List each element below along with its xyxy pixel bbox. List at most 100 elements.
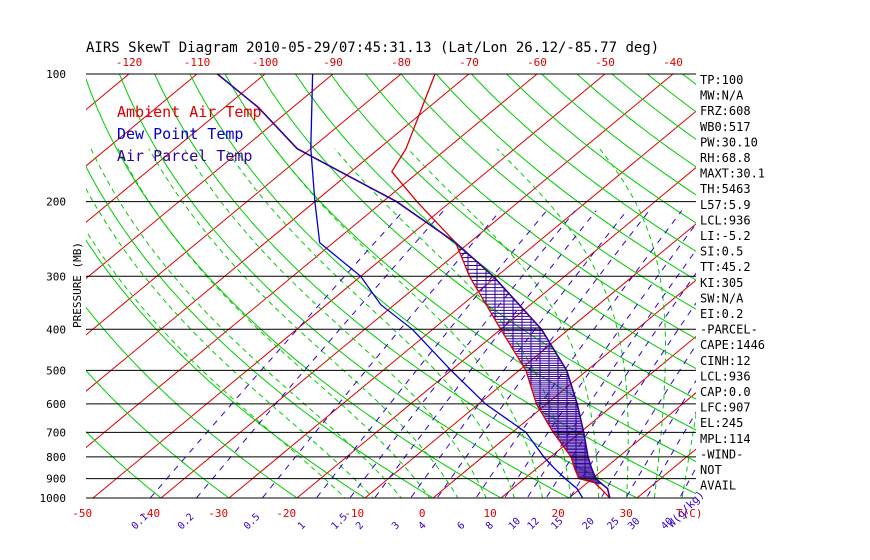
dry-adiabat-line [365,74,696,340]
dry-adiabat-line [86,369,230,498]
top-temp-tick-label: -50 [595,56,615,69]
mixing-ratio-line [261,210,501,498]
pressure-tick-label: 600 [46,398,66,411]
mixing-ratio-line [600,344,696,498]
index-value: WB0:517 [700,120,751,134]
dry-adiabat-line [761,55,870,507]
top-temp-tick-label: -40 [663,56,683,69]
mixing-ratio-line [315,210,548,498]
isotherm-line [160,74,674,498]
dry-adiabat-line [86,431,162,498]
mixing-ratio-tick-label: 3 [390,520,402,532]
dry-adiabat-line [259,74,696,431]
series-line-dew-point-temp [310,74,584,498]
dry-adiabat-line [435,74,696,281]
dry-adiabat-line [118,74,571,498]
mixing-ratio-line [349,210,576,498]
index-value: -WIND- [700,447,743,461]
dry-adiabat-line [795,55,870,507]
y-axis-label: PRESSURE (MB) [71,242,84,328]
bottom-temp-tick-label: 20 [552,507,565,520]
index-value: -PARCEL- [700,323,758,337]
dry-adiabat-line [400,74,696,310]
isotherm-line [296,166,696,498]
mixing-ratio-line [526,249,696,498]
isotherm-line [432,279,696,498]
dry-adiabat-line [189,74,696,495]
top-temp-tick-label: -80 [391,56,411,69]
bottom-temp-tick-label: -10 [344,507,364,520]
index-value: EL:245 [700,416,743,430]
bottom-temp-tick-label: -30 [208,507,228,520]
index-value: MW:N/A [700,89,744,103]
isotherm-line [86,74,198,167]
dry-adiabat-line [86,165,434,498]
legend-entry: Air Parcel Temp [117,147,252,165]
top-temp-tick-label: -60 [527,56,547,69]
profile-series [216,74,611,498]
isotherm-line [568,392,696,498]
index-value: LI:-5.2 [700,229,751,243]
index-value: RH:68.8 [700,151,751,165]
bottom-temp-tick-label: -40 [140,507,160,520]
index-value: SI:0.5 [700,245,743,259]
index-value: NOT [700,463,722,477]
mixing-ratio-tick-label: 0.5 [242,512,263,533]
legend: Ambient Air Temp Dew Point Temp Air Parcel… [117,103,262,165]
mixing-ratio-tick-label: 1 [296,520,308,532]
dry-adiabat-line [329,74,696,370]
isotherm-line [92,74,606,498]
legend-entry: Ambient Air Temp [117,103,262,121]
index-value: CAP:0.0 [700,385,751,399]
series-line-ambient-air-temp [391,74,611,498]
series-line-air-parcel-temp [216,74,611,498]
index-value: CAPE:1446 [700,338,765,352]
moist-adiabat-line [90,148,402,498]
mixing-ratio-line [373,210,597,498]
pressure-tick-label: 500 [46,364,66,377]
moist-adiabat-line [225,148,516,498]
index-value: MAXT:30.1 [700,167,765,181]
dry-adiabat-line [681,74,696,86]
isotherm-line [0,55,16,507]
top-temp-tick-label: -90 [323,56,343,69]
mixing-ratio-tick-label: 20 [581,516,597,532]
index-value: EI:0.2 [700,307,743,321]
index-value: LCL:936 [700,213,751,227]
isobar-frame [86,73,696,499]
mixing-ratio-line [625,379,696,498]
bottom-temp-tick-label: 0 [419,507,426,520]
index-value: PW:30.10 [700,135,758,149]
isotherm-line [86,74,402,336]
mixing-ratio-line [569,302,696,498]
isotherm-line [86,74,266,223]
pressure-tick-label: 100 [46,68,66,81]
isotherm-line [86,74,470,392]
cape-hatch-area [456,244,602,485]
moist-adiabat-line [599,148,666,498]
legend-entry: Dew Point Temp [117,125,243,143]
dry-adiabat-line [470,74,696,252]
dry-adiabat-line [86,306,298,498]
pressure-tick-label: 400 [46,323,66,336]
bottom-temp-tick-label: 10 [484,507,497,520]
index-value: CINH:12 [700,354,751,368]
top-temp-tick-label: -110 [184,56,211,69]
mixing-ratio-line [195,210,444,498]
isotherm-line [86,74,538,449]
dry-adiabat-line [86,77,503,498]
pressure-tick-label: 300 [46,270,66,283]
index-value: MPL:114 [700,432,751,446]
index-value: TT:45.2 [700,260,751,274]
bottom-temp-tick-label: -50 [72,507,92,520]
moist-adiabat-line [86,229,346,498]
mixing-ratio-tick-label: 2 [354,520,366,532]
mixing-ratio-line [545,272,696,498]
mixing-ratio-tick-label: 0.2 [176,512,197,533]
top-temp-tick-label: -100 [252,56,279,69]
mixing-ratio-tick-label: 6 [455,520,467,532]
top-temp-tick-label: -120 [116,56,143,69]
index-value: FRZ:608 [700,104,751,118]
mixing-ratio-tick-label: 12 [526,516,542,532]
